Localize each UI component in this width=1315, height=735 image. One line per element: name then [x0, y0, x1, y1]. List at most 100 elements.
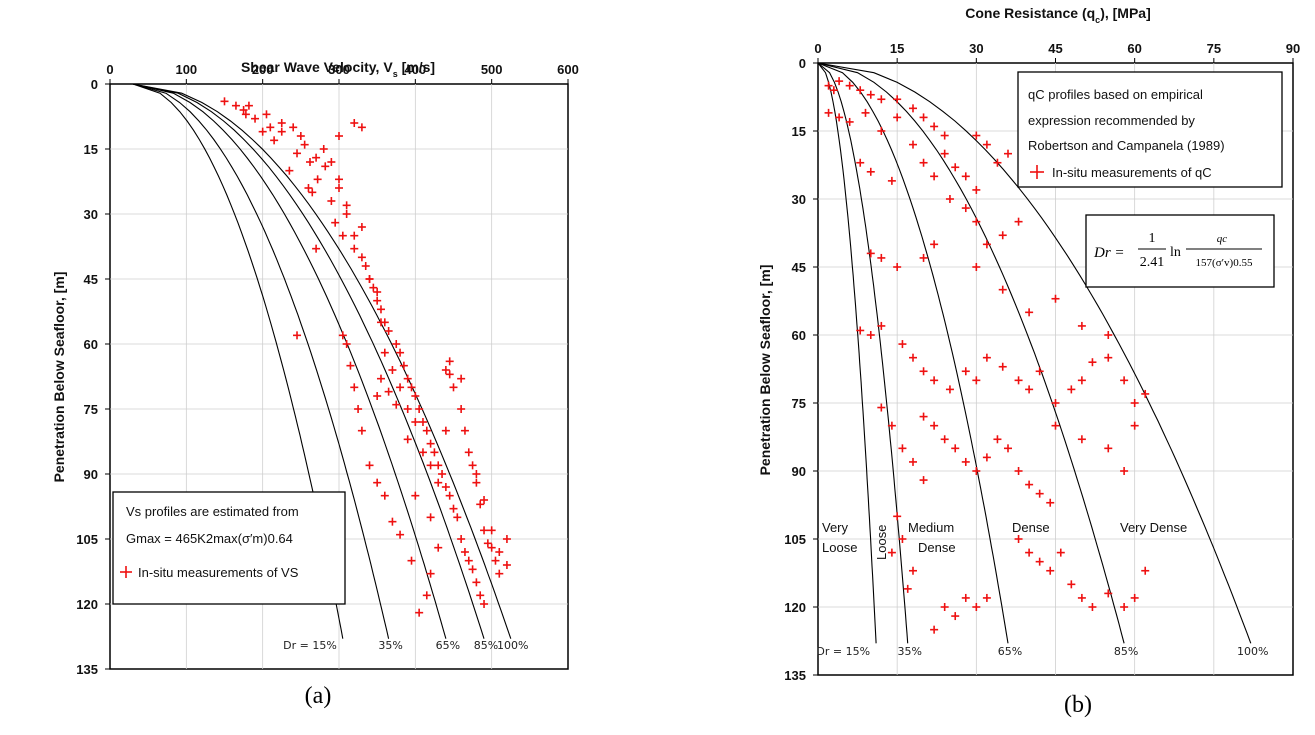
chart-a-point	[331, 218, 340, 227]
chart-b-point	[930, 421, 939, 430]
chart-a-point	[277, 127, 286, 136]
chart-a-point	[457, 535, 466, 543]
chart-b-legend-marker-label: In-situ measurements of qC	[1052, 165, 1212, 180]
chart-b-point	[877, 127, 886, 135]
chart-a-curve-4	[132, 83, 512, 639]
chart-a-x-tick-label: 500	[481, 62, 503, 77]
chart-b-y-ticks: 0 15 30 45 60 75 90 105 120 135	[784, 56, 818, 683]
chart-a-point	[277, 119, 286, 127]
chart-b-point	[1120, 467, 1129, 475]
chart-a-y-tick-label: 0	[91, 77, 98, 92]
chart-a-point	[231, 101, 240, 110]
chart-a-point	[350, 383, 359, 392]
chart-b-legend-line-1: qC profiles based on empirical	[1028, 87, 1203, 102]
chart-a-point	[396, 383, 405, 392]
chart-b-point	[940, 149, 949, 158]
chart-a-point	[411, 392, 420, 400]
chart-b-point	[919, 113, 928, 122]
chart-b-point	[1025, 480, 1034, 489]
chart-a-point	[411, 491, 420, 500]
chart-b-measurement-points	[824, 77, 1150, 634]
chart-b-point	[845, 117, 854, 126]
chart-a-point	[392, 340, 401, 348]
chart-a-point	[445, 491, 454, 500]
chart-a-point	[293, 149, 302, 158]
chart-b-point	[909, 353, 917, 362]
chart-b-point	[951, 163, 960, 172]
chart-a-point	[464, 448, 473, 457]
chart-a-legend: Vs profiles are estimated from Gmax = 46…	[112, 491, 346, 605]
chart-a-point	[415, 405, 424, 413]
chart-a-point	[495, 548, 504, 556]
chart-b-point	[909, 104, 917, 113]
chart-b-point	[1120, 603, 1129, 611]
chart-b-point	[1077, 321, 1086, 330]
chart-a-point	[388, 366, 397, 374]
chart-a-point	[441, 366, 450, 374]
chart-b-point	[972, 217, 981, 226]
chart-a-point	[338, 331, 347, 340]
chart-b-point	[998, 285, 1007, 294]
zone-label-very-dense: Very Dense	[1120, 520, 1187, 535]
chart-a-x-tick-label: 0	[106, 62, 113, 77]
chart-a-point	[392, 400, 401, 409]
chart-b-formula-frac-num: qc	[1217, 233, 1228, 245]
chart-a-point	[327, 197, 336, 205]
chart-a-y-tick-label: 90	[84, 467, 98, 482]
chart-b-curve-2	[817, 62, 1009, 644]
chart-b-point	[945, 195, 954, 203]
chart-b-y-tick-label: 75	[792, 396, 806, 411]
chart-b-point	[961, 457, 970, 466]
chart-a-point	[464, 556, 473, 565]
chart-b-point	[993, 435, 1002, 444]
chart-b-point	[1051, 421, 1060, 430]
chart-b-formula-denominator: 2.41	[1140, 255, 1165, 270]
chart-a-y-ticks: 0 15 30 45 60 75 90 105 120 135	[76, 77, 110, 677]
chart-b-point	[835, 77, 844, 86]
chart-a-point	[312, 244, 321, 253]
chart-a-point	[418, 418, 427, 426]
chart-a-point	[445, 357, 454, 366]
chart-a-legend-marker-icon	[120, 566, 132, 578]
chart-a-curve-2	[132, 83, 447, 639]
chart-a-point	[357, 223, 366, 231]
chart-b-point	[898, 444, 907, 453]
chart-a-point	[407, 556, 416, 565]
chart-a-point	[426, 513, 435, 522]
chart-a-point	[262, 110, 271, 119]
chart-b-point	[1067, 385, 1076, 394]
chart-b-point	[1046, 498, 1055, 507]
chart-b-x-tick-label: 75	[1207, 41, 1221, 56]
chart-b-point	[856, 158, 865, 167]
chart-b-y-tick-label: 15	[792, 124, 806, 139]
chart-a-point	[244, 101, 253, 110]
chart-a-point	[384, 327, 393, 335]
chart-a-point	[388, 517, 397, 526]
chart-b-point	[1077, 376, 1086, 385]
zone-label-medium: Medium	[908, 520, 954, 535]
zone-label-dense: Dense	[1012, 520, 1050, 535]
chart-a-curve-label-1: 35%	[378, 639, 402, 652]
chart-b-point	[877, 403, 886, 412]
zone-label-very: Very	[822, 520, 849, 535]
chart-a-point	[399, 361, 408, 370]
chart-b-point	[909, 457, 917, 466]
chart-a-point	[305, 158, 314, 166]
chart-a-point	[480, 496, 489, 504]
chart-b-point	[1051, 294, 1060, 303]
chart-a-curve-3	[132, 83, 485, 639]
chart-a-point	[472, 578, 481, 587]
chart-a-x-tick-label: 200	[252, 62, 274, 77]
chart-a-point	[313, 175, 322, 184]
chart-b-point	[972, 376, 981, 385]
chart-b-x-tick-label: 90	[1286, 41, 1300, 56]
chart-b-y-tick-label: 30	[792, 192, 806, 207]
chart-b-point	[856, 326, 865, 335]
chart-b-point	[829, 86, 838, 95]
chart-a-x-ticks: 0 100 200 300 400 500 600	[106, 62, 579, 84]
chart-a-legend-line-1: Vs profiles are estimated from	[126, 504, 299, 519]
chart-a-point	[376, 374, 385, 383]
chart-b-point	[1056, 548, 1065, 557]
chart-a-legend-line-2: Gmax = 465K2max(σ′m)0.64	[126, 531, 293, 546]
